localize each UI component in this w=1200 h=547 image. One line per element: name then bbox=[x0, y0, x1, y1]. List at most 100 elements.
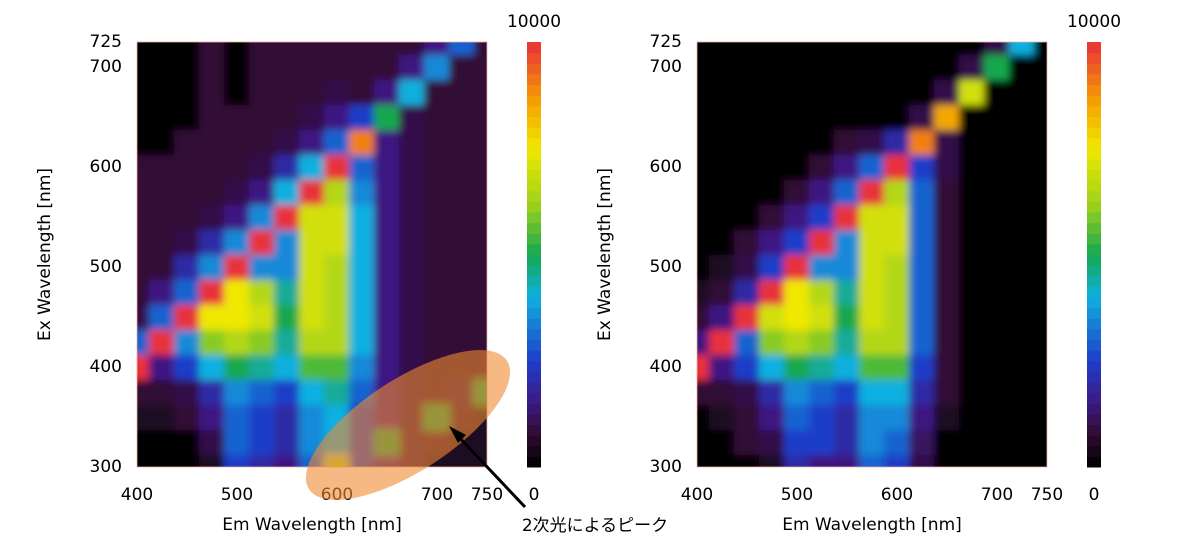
heat-cell bbox=[984, 229, 1010, 255]
heat-cell bbox=[274, 54, 300, 80]
heat-cell bbox=[809, 404, 835, 430]
heat-cell bbox=[299, 329, 325, 355]
heat-cell bbox=[909, 204, 935, 230]
heat-cell bbox=[859, 254, 885, 280]
heat-cell bbox=[224, 42, 250, 55]
heat-cell bbox=[784, 54, 810, 80]
colorbar-step bbox=[527, 435, 541, 447]
heat-cell bbox=[784, 104, 810, 130]
heat-cell bbox=[199, 42, 225, 55]
heat-cell bbox=[734, 204, 760, 230]
heat-cell bbox=[784, 79, 810, 105]
colorbar-step bbox=[1087, 318, 1101, 330]
heat-cell bbox=[349, 154, 375, 180]
heat-cell bbox=[984, 329, 1010, 355]
heat-cell bbox=[984, 179, 1010, 205]
heat-cell bbox=[299, 79, 325, 105]
colorbar-step bbox=[527, 392, 541, 404]
heat-cell bbox=[909, 229, 935, 255]
heat-cell bbox=[399, 329, 425, 355]
heat-cell bbox=[399, 254, 425, 280]
heat-cell bbox=[909, 104, 935, 130]
x-tick-label: 700 bbox=[981, 485, 1013, 505]
heat-cell bbox=[149, 404, 175, 430]
heat-cell bbox=[909, 454, 935, 467]
heat-cell bbox=[859, 454, 885, 467]
heat-cell bbox=[374, 179, 400, 205]
heat-cell bbox=[424, 154, 450, 180]
heat-cell bbox=[759, 304, 785, 330]
heat-cell bbox=[424, 329, 450, 355]
heat-cell bbox=[249, 329, 275, 355]
colorbar-step bbox=[527, 297, 541, 309]
heat-cell bbox=[697, 54, 710, 80]
heat-cell bbox=[299, 279, 325, 305]
heat-cell bbox=[934, 42, 960, 55]
annotation-text: 2次光によるピーク bbox=[522, 516, 668, 536]
heat-cell bbox=[759, 254, 785, 280]
heat-cell bbox=[809, 154, 835, 180]
heat-cell bbox=[199, 404, 225, 430]
y-tick-label: 600 bbox=[650, 157, 682, 177]
heat-cell bbox=[809, 229, 835, 255]
colorbar-step bbox=[1087, 307, 1101, 319]
heat-cell bbox=[959, 429, 985, 455]
colorbar-step bbox=[1087, 456, 1101, 468]
heat-cell bbox=[274, 379, 300, 405]
heat-cell bbox=[1034, 154, 1047, 180]
heat-cell bbox=[759, 79, 785, 105]
heat-cell bbox=[199, 254, 225, 280]
heat-cell bbox=[984, 204, 1010, 230]
heat-cell bbox=[709, 154, 735, 180]
colorbar-step bbox=[1087, 52, 1101, 64]
heat-cell bbox=[984, 404, 1010, 430]
heat-cell bbox=[759, 454, 785, 467]
colorbar-step bbox=[1087, 63, 1101, 75]
heat-cell bbox=[374, 54, 400, 80]
heat-cell bbox=[149, 279, 175, 305]
heat-cell bbox=[884, 104, 910, 130]
heat-cell bbox=[149, 154, 175, 180]
heat-cell bbox=[734, 254, 760, 280]
heat-cell bbox=[149, 454, 175, 467]
colorbar-step bbox=[1087, 392, 1101, 404]
heat-cell bbox=[299, 379, 325, 405]
heat-cell bbox=[709, 179, 735, 205]
heat-cell bbox=[1034, 279, 1047, 305]
heat-cell bbox=[697, 404, 710, 430]
heat-cell bbox=[474, 42, 487, 55]
heat-cell bbox=[934, 154, 960, 180]
heat-cell bbox=[324, 279, 350, 305]
heat-cell bbox=[859, 54, 885, 80]
heat-cell bbox=[1034, 254, 1047, 280]
heat-cell bbox=[959, 42, 985, 55]
heat-cell bbox=[274, 104, 300, 130]
heat-cell bbox=[1009, 329, 1035, 355]
heat-cell bbox=[174, 204, 200, 230]
heat-cell bbox=[1009, 404, 1035, 430]
heat-cell bbox=[349, 229, 375, 255]
heat-cell bbox=[759, 54, 785, 80]
colorbar-step bbox=[1087, 265, 1101, 277]
heat-cell bbox=[784, 329, 810, 355]
heat-cell bbox=[759, 379, 785, 405]
heat-cell bbox=[424, 42, 450, 55]
heat-cell bbox=[249, 129, 275, 155]
heat-cell bbox=[299, 204, 325, 230]
colorbar-step bbox=[527, 84, 541, 96]
heat-cell bbox=[884, 129, 910, 155]
y-tick-label: 400 bbox=[650, 357, 682, 377]
y-tick-label: 725 bbox=[90, 32, 122, 52]
heat-cell bbox=[449, 454, 475, 467]
heat-cell bbox=[759, 129, 785, 155]
heat-cell bbox=[934, 329, 960, 355]
heat-cell bbox=[424, 204, 450, 230]
heat-cell bbox=[984, 79, 1010, 105]
colorbar-step bbox=[1087, 360, 1101, 372]
heat-cell bbox=[697, 229, 710, 255]
colorbar-step bbox=[1087, 445, 1101, 457]
heat-cell bbox=[199, 429, 225, 455]
heat-cell bbox=[274, 129, 300, 155]
heat-cell bbox=[224, 154, 250, 180]
colorbar-step bbox=[527, 307, 541, 319]
